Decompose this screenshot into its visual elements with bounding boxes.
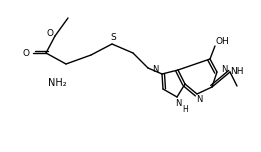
Text: N: N: [221, 66, 227, 74]
Text: N: N: [175, 100, 181, 109]
Text: NH₂: NH₂: [48, 78, 66, 88]
Text: N: N: [152, 64, 158, 74]
Text: O: O: [46, 29, 54, 38]
Text: H: H: [182, 105, 188, 114]
Text: OH: OH: [215, 38, 229, 47]
Text: S: S: [110, 33, 116, 43]
Text: O: O: [22, 48, 29, 57]
Text: NH: NH: [230, 67, 244, 76]
Text: N: N: [196, 95, 202, 105]
